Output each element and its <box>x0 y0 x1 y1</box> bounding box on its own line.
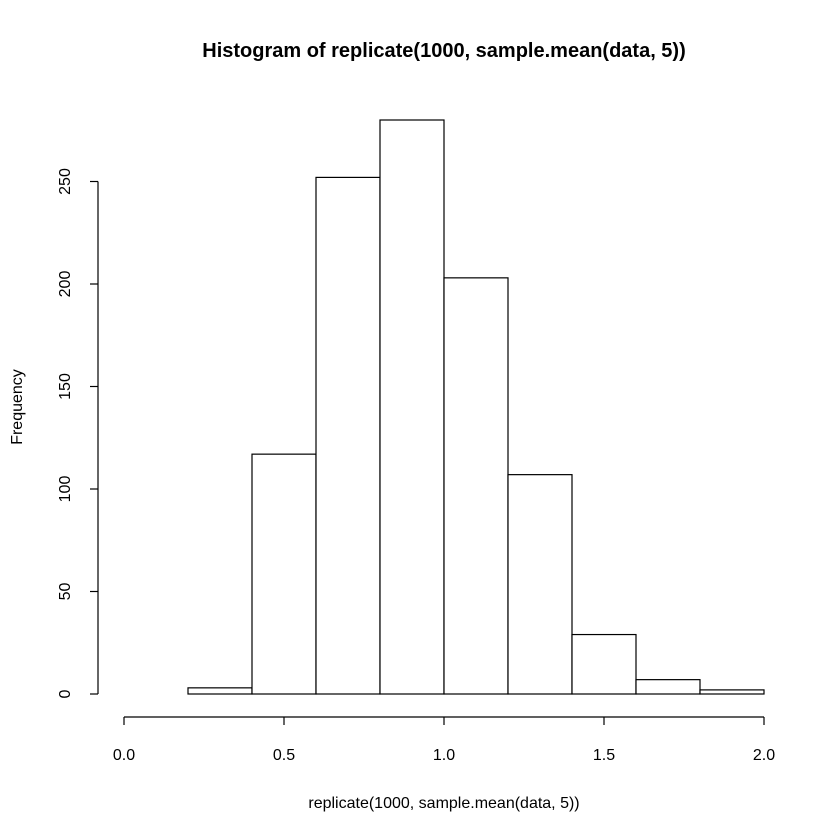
x-tick-label: 0.5 <box>273 747 295 764</box>
y-tick-label: 100 <box>57 476 74 503</box>
x-tick-label: 2.0 <box>753 747 775 764</box>
y-tick-label: 50 <box>57 583 74 601</box>
y-tick-label: 200 <box>57 271 74 298</box>
histogram-bars <box>187 119 765 695</box>
histogram-bar-1 <box>187 687 253 695</box>
histogram-bar-4 <box>379 119 445 695</box>
y-tick-label: 0 <box>57 689 74 698</box>
histogram-bar-7 <box>571 633 637 695</box>
y-tick-label: 250 <box>57 168 74 195</box>
histogram-bar-5 <box>443 277 509 695</box>
histogram-bar-9 <box>699 689 765 695</box>
x-tick-label: 1.0 <box>433 747 455 764</box>
x-tick-label: 0.0 <box>113 747 135 764</box>
y-tick-label: 150 <box>57 373 74 400</box>
x-tick-label: 1.5 <box>593 747 615 764</box>
x-axis: 0.0 0.5 1.0 1.5 2.0 <box>113 716 775 764</box>
histogram-bar-6 <box>507 474 573 695</box>
chart-title: Histogram of replicate(1000, sample.mean… <box>202 40 686 62</box>
histogram-bar-8 <box>635 679 701 695</box>
y-axis-label: Frequency <box>9 369 26 445</box>
histogram-bar-3 <box>315 176 381 695</box>
histogram-bar-2 <box>251 453 317 695</box>
y-axis: 0 50 100 150 200 250 <box>57 168 99 698</box>
x-axis-label: replicate(1000, sample.mean(data, 5)) <box>308 795 579 812</box>
